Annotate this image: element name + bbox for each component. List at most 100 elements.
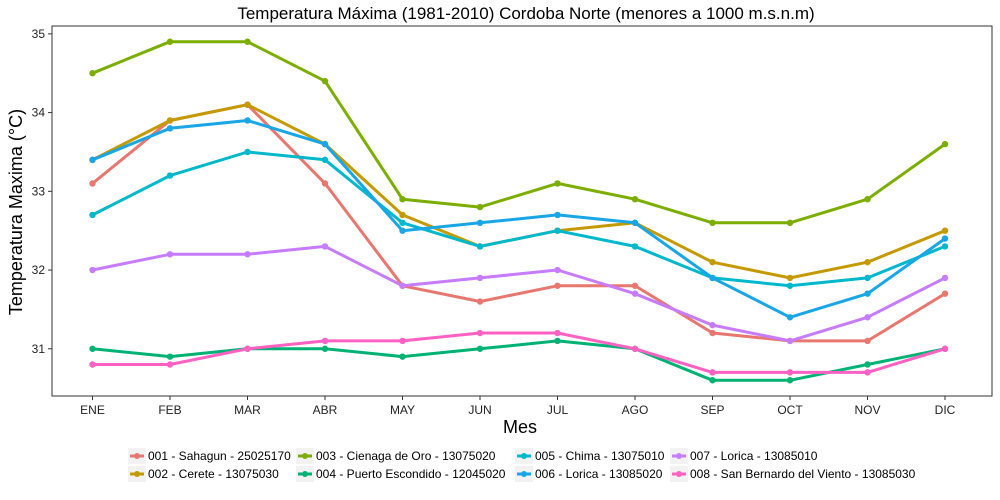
- data-point: [89, 180, 96, 187]
- x-tick-label: NOV: [854, 403, 880, 417]
- data-point: [321, 156, 329, 164]
- data-point: [864, 258, 871, 266]
- data-point: [709, 329, 716, 337]
- x-tick-label: SEP: [700, 403, 724, 417]
- x-axis-title: Mes: [503, 417, 537, 437]
- data-point: [786, 282, 794, 289]
- legend-item: 008 - San Bernardo del Viento - 13085030: [670, 466, 916, 482]
- data-point: [166, 251, 174, 258]
- legend-key-point: [521, 453, 527, 459]
- x-tick-label: MAY: [390, 403, 415, 417]
- data-point: [399, 337, 406, 345]
- data-point: [244, 345, 251, 352]
- x-tick-label: MAR: [234, 403, 261, 417]
- legend-item: 002 - Cerete - 13075030: [128, 466, 279, 482]
- chart-title: Temperatura Máxima (1981-2010) Cordoba N…: [237, 4, 814, 23]
- data-point: [476, 329, 484, 337]
- data-point: [476, 345, 484, 352]
- y-axis: 31 32 33 34 35: [32, 27, 52, 356]
- legend-item: 005 - Chima - 13075010: [515, 448, 665, 464]
- data-point: [864, 337, 871, 345]
- data-point: [89, 266, 96, 274]
- data-point: [864, 361, 871, 368]
- x-tick-label: FEB: [158, 403, 181, 417]
- data-point: [321, 180, 329, 187]
- data-point: [321, 337, 329, 345]
- legend-key-point: [302, 453, 308, 459]
- legend-item: 007 - Lorica - 13085010: [670, 448, 818, 464]
- data-point: [244, 117, 251, 124]
- series-line: [91, 150, 947, 288]
- data-point: [554, 211, 561, 219]
- y-axis-title: Temperatura Maxima (°C): [6, 109, 26, 315]
- legend-label: 002 - Cerete - 13075030: [148, 467, 279, 481]
- y-tick-label: 35: [32, 27, 46, 41]
- series-line: [91, 119, 947, 319]
- data-point: [476, 298, 484, 305]
- series-3: [89, 38, 949, 227]
- data-point: [166, 172, 174, 179]
- x-axis: ENE FEB MAR ABR MAY JUN JUL AGO SEP OCT NOV DIC: [80, 396, 956, 417]
- legend-item: 003 - Cienaga de Oro - 13075020: [296, 448, 496, 464]
- data-point: [89, 156, 96, 164]
- data-point: [709, 321, 716, 329]
- data-point: [244, 38, 251, 45]
- data-point: [786, 377, 794, 384]
- series-layer: [89, 38, 949, 384]
- data-point: [786, 337, 794, 345]
- series-8: [89, 329, 949, 376]
- x-tick-label: DIC: [935, 403, 956, 417]
- legend-label: 007 - Lorica - 13085010: [690, 449, 818, 463]
- data-point: [631, 195, 639, 203]
- data-point: [631, 219, 639, 227]
- data-point: [399, 282, 406, 289]
- data-point: [786, 369, 794, 376]
- data-point: [399, 211, 406, 219]
- legend-key-point: [134, 453, 140, 459]
- data-point: [321, 140, 329, 148]
- y-tick-label: 33: [32, 184, 46, 198]
- data-point: [166, 38, 174, 45]
- data-point: [554, 329, 561, 337]
- data-point: [399, 353, 406, 360]
- legend: 001 - Sahagun - 25025170 002 - Cerete - 1…: [128, 448, 916, 482]
- data-point: [709, 274, 716, 282]
- x-tick-label: JUN: [468, 403, 491, 417]
- data-point: [941, 290, 949, 297]
- x-tick-label: AGO: [622, 403, 649, 417]
- data-point: [941, 243, 949, 250]
- x-tick-label: ENE: [80, 403, 105, 417]
- y-tick-label: 31: [32, 342, 46, 356]
- data-point: [631, 345, 639, 352]
- data-point: [166, 125, 174, 132]
- legend-key-point: [676, 453, 682, 459]
- series-7: [89, 243, 949, 345]
- legend-key-point: [134, 471, 140, 477]
- series-line: [91, 40, 947, 225]
- data-point: [786, 314, 794, 321]
- data-point: [399, 219, 406, 227]
- data-point: [89, 361, 96, 368]
- data-point: [476, 274, 484, 282]
- legend-label: 006 - Lorica - 13085020: [535, 467, 663, 481]
- y-tick-label: 34: [32, 106, 46, 120]
- data-point: [476, 219, 484, 227]
- data-point: [864, 314, 871, 321]
- data-point: [864, 195, 871, 203]
- data-point: [631, 282, 639, 289]
- data-point: [709, 369, 716, 376]
- data-point: [166, 353, 174, 360]
- series-line: [91, 244, 947, 343]
- data-point: [864, 369, 871, 376]
- data-point: [166, 117, 174, 124]
- legend-item: 006 - Lorica - 13085020: [515, 466, 663, 482]
- data-point: [244, 251, 251, 258]
- data-point: [554, 266, 561, 274]
- data-point: [399, 195, 406, 203]
- data-point: [89, 211, 96, 219]
- data-point: [941, 345, 949, 352]
- data-point: [476, 203, 484, 211]
- data-point: [554, 282, 561, 289]
- legend-label: 004 - Puerto Escondido - 12045020: [316, 467, 506, 481]
- data-point: [89, 70, 96, 77]
